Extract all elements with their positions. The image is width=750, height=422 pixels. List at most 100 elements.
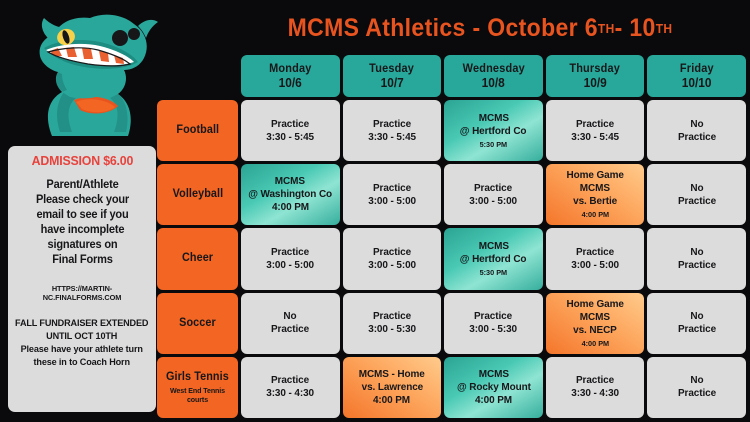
- notice-line: email to see if you: [35, 209, 129, 221]
- event-line-2: 3:30 - 5:45: [368, 130, 416, 143]
- schedule-cell-girls-tennis-monday: Practice 3:30 - 4:30: [241, 356, 340, 418]
- schedule-cell-girls-tennis-wednesday: MCMS @ Rocky Mount 4:00 PM: [444, 356, 543, 418]
- parent-athlete-notice: Parent/Athlete Please check your email t…: [34, 178, 131, 268]
- day-header-friday: Friday 10/10: [647, 55, 746, 97]
- admission-price: ADMISSION $6.00: [31, 153, 133, 168]
- fundraiser-line: these in to Coach Horn: [33, 356, 131, 367]
- schedule-cell-cheer-wednesday: MCMS @ Hertford Co 5:30 PM: [444, 228, 543, 290]
- event-time: 5:30 PM: [479, 139, 508, 149]
- schedule-cell-girls-tennis-tuesday: MCMS - Home vs. Lawrence 4:00 PM: [342, 356, 442, 418]
- event-line-2: 3:30 - 5:45: [571, 130, 619, 143]
- notice-line: signatures on: [47, 239, 117, 251]
- day-name: Monday: [269, 62, 312, 75]
- day-date: 10/6: [278, 75, 302, 90]
- schedule-cell-girls-tennis-friday: No Practice: [647, 356, 746, 418]
- schedule-cell-volleyball-tuesday: Practice 3:00 - 5:00: [342, 164, 442, 226]
- schedule-cell-football-thursday: Practice 3:30 - 5:45: [545, 100, 645, 162]
- schedule-cell-cheer-monday: Practice 3:00 - 5:00: [241, 228, 340, 290]
- sport-name: Football: [176, 124, 219, 137]
- schedule-cell-football-tuesday: Practice 3:30 - 5:45: [342, 100, 442, 162]
- day-date: 10/10: [681, 75, 712, 90]
- event-line-2: Practice: [677, 194, 716, 207]
- title-superscript-end: TH: [655, 20, 673, 36]
- event-line-2: 3:00 - 5:00: [266, 258, 315, 271]
- day-header-monday: Monday 10/6: [241, 55, 340, 97]
- schedule-cell-soccer-monday: No Practice: [241, 292, 340, 354]
- event-line-2: Practice: [677, 258, 716, 271]
- event-line-1: Practice: [576, 245, 615, 258]
- day-name: Tuesday: [369, 62, 415, 75]
- day-name: Wednesday: [462, 62, 525, 75]
- day-date: 10/8: [481, 75, 506, 90]
- event-line-1: Practice: [372, 310, 411, 323]
- event-line-1: Home Game: [566, 169, 624, 182]
- title-middle: - 10: [614, 13, 656, 42]
- event-line-2: Practice: [677, 130, 716, 143]
- event-line-1: No: [690, 374, 704, 387]
- event-line-2: MCMS: [580, 310, 611, 323]
- event-line-1: No: [690, 245, 704, 258]
- event-line-1: No: [690, 310, 704, 323]
- notice-line: Final Forms: [51, 254, 113, 266]
- schedule-cell-football-monday: Practice 3:30 - 5:45: [241, 100, 340, 162]
- event-line-1: MCMS: [478, 239, 509, 252]
- event-line-1: Practice: [372, 117, 411, 130]
- grid-corner-spacer: [157, 55, 238, 97]
- event-line-3: vs. Bertie: [573, 195, 618, 208]
- sport-name: Cheer: [181, 252, 214, 265]
- fundraiser-line: Please have your athlete turn: [20, 343, 144, 354]
- event-line-1: Practice: [271, 245, 310, 258]
- sport-name: Soccer: [179, 316, 216, 329]
- schedule-cell-soccer-friday: No Practice: [647, 292, 746, 354]
- gator-body: [39, 14, 158, 136]
- fundraiser-line: FALL FUNDRAISER EXTENDED: [15, 317, 149, 328]
- event-line-1: MCMS: [478, 367, 509, 380]
- event-line-1: Practice: [576, 374, 615, 387]
- event-line-3: 4:00 PM: [373, 393, 411, 406]
- event-line-2: @ Hertford Co: [460, 124, 527, 137]
- notice-line: have incomplete: [40, 224, 124, 236]
- event-line-2: 3:00 - 5:00: [469, 194, 518, 207]
- event-line-3: 4:00 PM: [271, 201, 309, 214]
- event-line-1: MCMS: [275, 175, 306, 188]
- sport-label-soccer: Soccer: [157, 292, 238, 354]
- event-line-2: @ Washington Co: [248, 188, 333, 201]
- day-name: Thursday: [569, 62, 621, 75]
- event-line-2: @ Hertford Co: [460, 252, 527, 265]
- schedule-cell-soccer-wednesday: Practice 3:00 - 5:30: [444, 292, 543, 354]
- event-line-1: Practice: [474, 181, 513, 194]
- event-line-2: @ Rocky Mount: [456, 380, 531, 393]
- schedule-cell-volleyball-wednesday: Practice 3:00 - 5:00: [444, 164, 543, 226]
- event-line-2: 3:30 - 5:45: [266, 130, 315, 143]
- day-date: 10/7: [380, 75, 404, 90]
- finalforms-url[interactable]: HTTPS://MARTIN-NC.FINALFORMS.COM: [42, 284, 122, 302]
- event-line-2: 3:00 - 5:30: [469, 323, 518, 336]
- event-line-3: 4:00 PM: [474, 393, 513, 406]
- schedule-cell-volleyball-friday: No Practice: [647, 164, 746, 226]
- event-line-1: Practice: [576, 117, 615, 130]
- title-main: MCMS Athletics - October 6: [287, 13, 598, 42]
- schedule-cell-volleyball-thursday: Home Game MCMS vs. Bertie 4:00 PM: [545, 164, 645, 226]
- notice-line: Parent/Athlete: [45, 179, 119, 191]
- sport-name: Girls Tennis: [166, 370, 229, 383]
- event-line-2: 3:30 - 4:30: [571, 387, 619, 400]
- schedule-cell-football-friday: No Practice: [647, 100, 746, 162]
- event-line-1: MCMS: [478, 111, 509, 124]
- event-line-1: No: [690, 117, 704, 130]
- schedule-cell-cheer-thursday: Practice 3:00 - 5:00: [545, 228, 645, 290]
- notice-line: Please check your: [35, 194, 129, 206]
- day-header-wednesday: Wednesday 10/8: [444, 55, 543, 97]
- gator-mascot-logo: [14, 4, 164, 139]
- event-line-1: Practice: [372, 181, 411, 194]
- day-name: Friday: [679, 62, 714, 75]
- sport-label-football: Football: [157, 100, 238, 162]
- schedule-cell-volleyball-monday: MCMS @ Washington Co 4:00 PM: [241, 164, 340, 226]
- event-line-3: vs. NECP: [573, 323, 617, 336]
- event-line-2: Practice: [677, 387, 716, 400]
- schedule-cell-cheer-tuesday: Practice 3:00 - 5:00: [342, 228, 442, 290]
- fundraiser-notice: FALL FUNDRAISER EXTENDED UNTIL OCT 10TH …: [13, 316, 150, 368]
- sport-label-volleyball: Volleyball: [157, 164, 238, 226]
- schedule-cell-football-wednesday: MCMS @ Hertford Co 5:30 PM: [444, 100, 543, 162]
- event-line-2: 3:00 - 5:00: [368, 258, 416, 271]
- event-line-2: Practice: [271, 323, 310, 336]
